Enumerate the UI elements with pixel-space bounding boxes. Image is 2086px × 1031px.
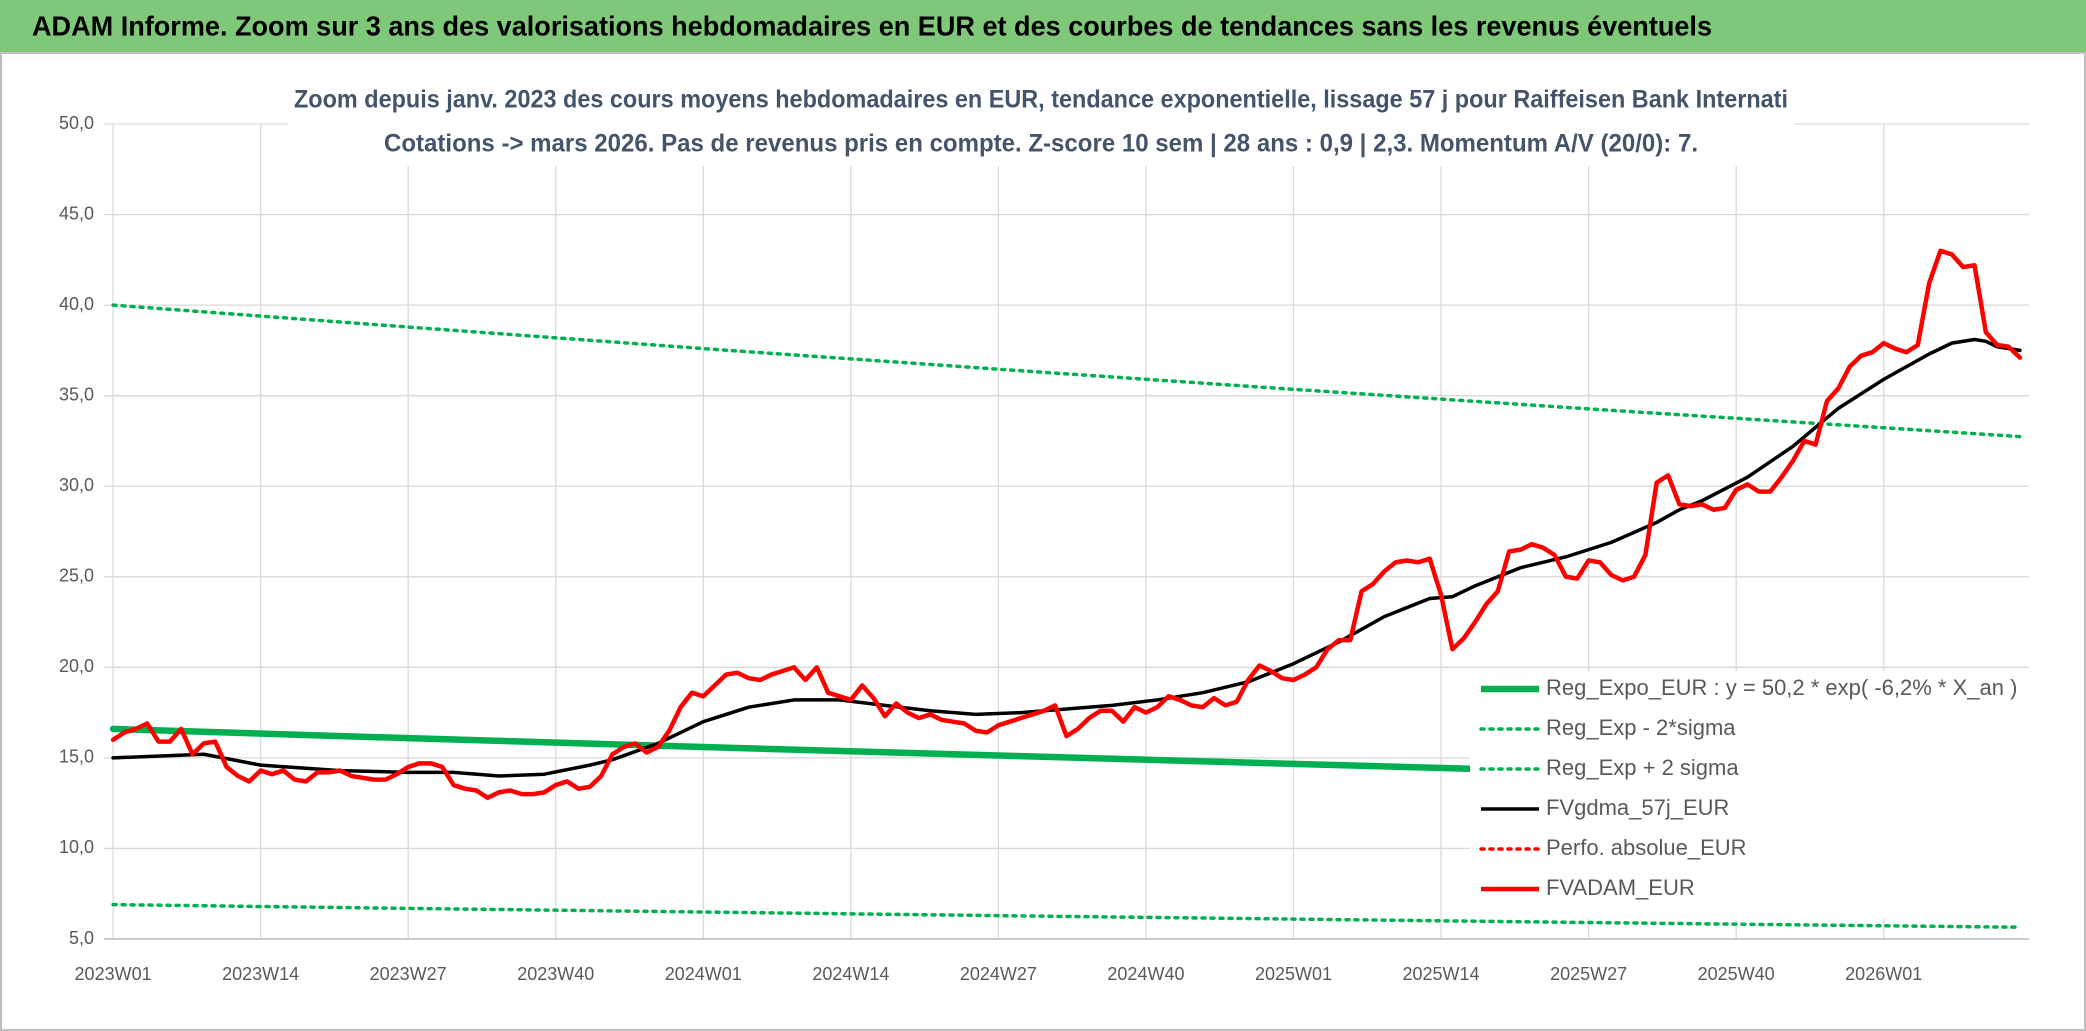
y-tick-label: 25,0 (59, 566, 94, 586)
x-tick-label: 2023W14 (222, 964, 299, 984)
legend-label: FVADAM_EUR (1546, 875, 1695, 900)
chart-title: Zoom depuis janv. 2023 des cours moyens … (294, 86, 1788, 114)
x-tick-label: 2025W14 (1403, 964, 1480, 984)
legend-label: Perfo. absolue_EUR (1546, 835, 1747, 860)
x-tick-label: 2024W27 (960, 964, 1037, 984)
title-background (288, 82, 1794, 166)
x-tick-label: 2024W14 (812, 964, 889, 984)
x-tick-label: 2023W40 (517, 964, 594, 984)
chart-subtitle: Cotations -> mars 2026. Pas de revenus p… (384, 130, 1698, 158)
y-tick-label: 50,0 (59, 113, 94, 133)
series-line (110, 248, 2023, 800)
series-line (111, 303, 2022, 439)
y-tick-label: 5,0 (69, 928, 94, 948)
header-band (0, 0, 2086, 53)
x-tick-label: 2025W01 (1255, 964, 1332, 984)
legend-background (1470, 671, 2029, 919)
x-tick-label: 2024W40 (1107, 964, 1184, 984)
x-tick-label: 2025W27 (1550, 964, 1627, 984)
header-title: ADAM Informe. Zoom sur 3 ans des valoris… (32, 10, 1712, 41)
series-line (111, 337, 2022, 778)
y-tick-label: 10,0 (59, 837, 94, 857)
y-tick-label: 20,0 (59, 656, 94, 676)
y-tick-label: 30,0 (59, 475, 94, 495)
legend-label: Reg_Exp - 2*sigma (1546, 715, 1736, 740)
y-tick-label: 40,0 (59, 294, 94, 314)
legend-label: Reg_Exp + 2 sigma (1546, 755, 1739, 780)
x-tick-label: 2024W01 (665, 964, 742, 984)
series-line (111, 902, 2022, 929)
y-tick-label: 15,0 (59, 747, 94, 767)
y-tick-label: 45,0 (59, 203, 94, 223)
legend-label: Reg_Expo_EUR : y = 50,2 * exp( -6,2% * X… (1546, 675, 2017, 700)
x-tick-label: 2026W01 (1845, 964, 1922, 984)
legend-label: FVgdma_57j_EUR (1546, 795, 1729, 820)
y-tick-label: 35,0 (59, 384, 94, 404)
x-tick-label: 2023W01 (75, 964, 152, 984)
x-tick-label: 2025W40 (1698, 964, 1775, 984)
plot-area: 5,0 10,0 15,0 20,0 25,0 30,0 35,0 40,0 45,0 50,0 2… (59, 113, 2029, 984)
x-tick-label: 2023W27 (370, 964, 447, 984)
